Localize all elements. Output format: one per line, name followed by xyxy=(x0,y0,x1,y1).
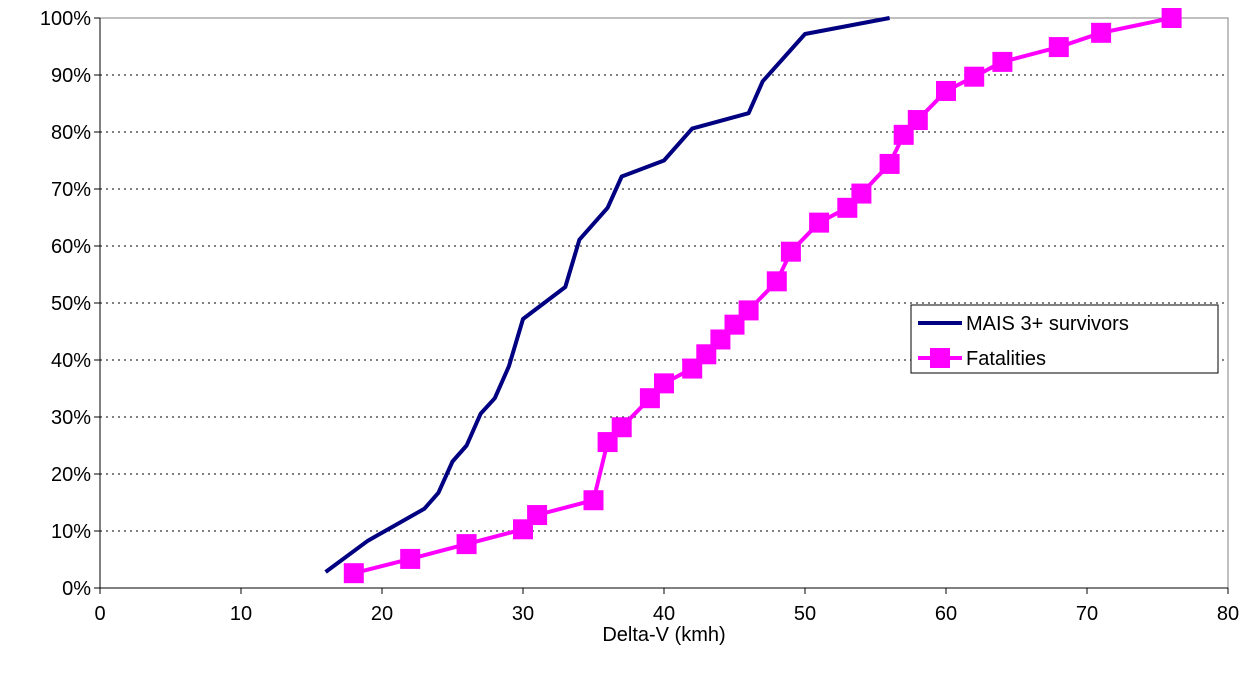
data-point xyxy=(738,300,759,321)
series-line xyxy=(353,16,1173,576)
x-tick-label: 20 xyxy=(371,603,393,625)
x-tick-label: 70 xyxy=(1076,603,1098,625)
series-1 xyxy=(343,8,1182,584)
y-tick-label: 80% xyxy=(51,122,91,144)
data-point xyxy=(936,80,956,101)
data-point xyxy=(343,563,364,584)
y-tick-label: 70% xyxy=(51,179,91,201)
legend-box xyxy=(910,304,1219,374)
data-point xyxy=(809,212,830,233)
data-point xyxy=(1048,37,1069,58)
data-point xyxy=(964,66,985,87)
data-point xyxy=(851,183,872,204)
data-point xyxy=(654,373,674,394)
x-tick-label: 50 xyxy=(794,603,816,625)
x-tick-label: 30 xyxy=(512,603,534,625)
x-tick-label: 60 xyxy=(935,603,957,625)
data-point xyxy=(1091,22,1112,43)
y-tick-label: 90% xyxy=(51,65,91,87)
legend-label-mais3-survivors: MAIS 3+ survivors xyxy=(966,313,1129,335)
data-point xyxy=(583,490,604,511)
data-point xyxy=(527,505,548,526)
legend-label-fatalities: Fatalities xyxy=(966,348,1046,370)
y-tick-label: 0% xyxy=(62,578,91,600)
x-tick-label: 40 xyxy=(653,603,675,625)
x-tick-label: 0 xyxy=(94,603,105,625)
data-point xyxy=(780,241,801,262)
gridlines xyxy=(100,74,1228,532)
axes: 0% 10% 20% 30% 40% 50% 60% 70% 80% 90% 100% 0 10 20 30… xyxy=(40,8,1239,625)
y-tick-label: 20% xyxy=(51,464,91,486)
series-line xyxy=(324,16,890,574)
data-point xyxy=(1161,8,1182,28)
data-point xyxy=(766,271,787,292)
legend-marker-fatalities xyxy=(930,348,950,368)
x-axis-title: Delta-V (kmh) xyxy=(602,624,725,646)
data-point xyxy=(456,534,477,555)
data-point xyxy=(879,153,900,174)
data-point xyxy=(400,548,421,569)
y-tick-label: 10% xyxy=(51,521,91,543)
series xyxy=(324,8,1182,584)
y-tick-label: 40% xyxy=(51,350,91,372)
y-tick-label: 60% xyxy=(51,236,91,258)
data-point xyxy=(992,51,1013,72)
x-tick-label: 10 xyxy=(230,603,252,625)
series-0 xyxy=(324,16,890,574)
y-tick-label: 30% xyxy=(51,407,91,429)
legend: MAIS 3+ survivors Fatalities xyxy=(910,304,1219,374)
x-tick-label: 80 xyxy=(1217,603,1239,625)
data-point xyxy=(907,110,928,131)
data-point xyxy=(611,417,632,438)
y-tick-label: 50% xyxy=(51,293,91,315)
y-tick-label: 100% xyxy=(40,8,91,30)
